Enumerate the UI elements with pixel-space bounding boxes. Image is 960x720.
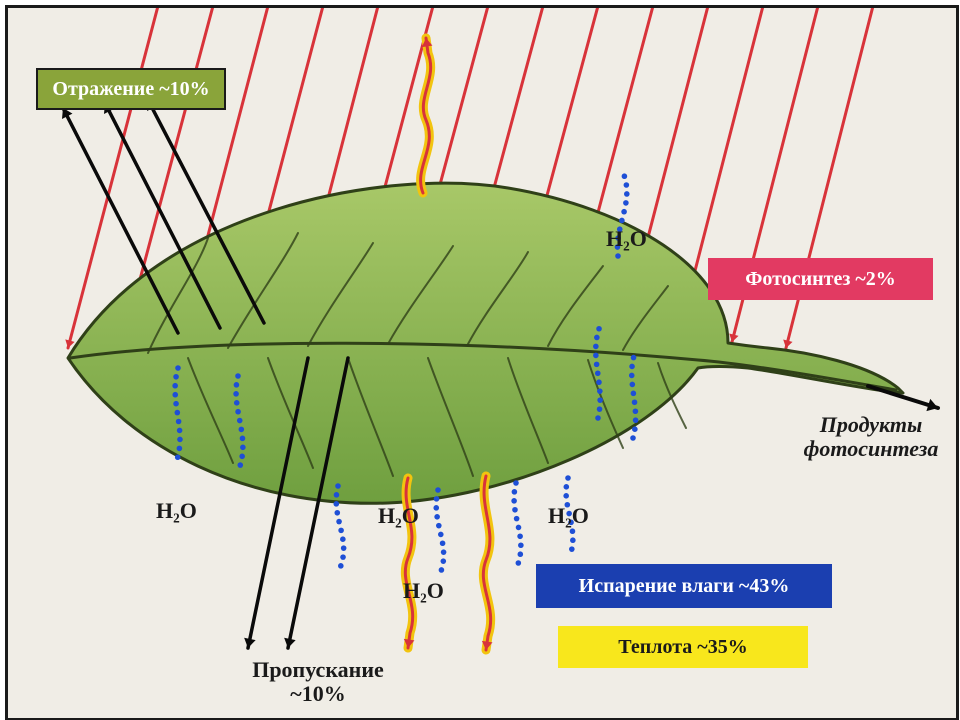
box-evaporation: Испарение влаги ~43% <box>536 564 832 608</box>
svg-text:H₂O: H₂O <box>606 226 647 251</box>
label-products: Продуктыфотосинтеза <box>786 413 956 461</box>
svg-text:H₂O: H₂O <box>403 578 444 603</box>
svg-text:H₂O: H₂O <box>378 503 419 528</box>
svg-text:H₂O: H₂O <box>156 498 197 523</box>
leaf <box>68 183 903 503</box>
label-transmission: Пропускание~10% <box>218 658 418 706</box>
box-heat: Теплота ~35% <box>558 626 808 668</box>
svg-text:H₂O: H₂O <box>548 503 589 528</box>
box-photosynthesis: Фотосинтез ~2% <box>708 258 933 300</box>
box-reflection: Отражение ~10% <box>36 68 226 110</box>
